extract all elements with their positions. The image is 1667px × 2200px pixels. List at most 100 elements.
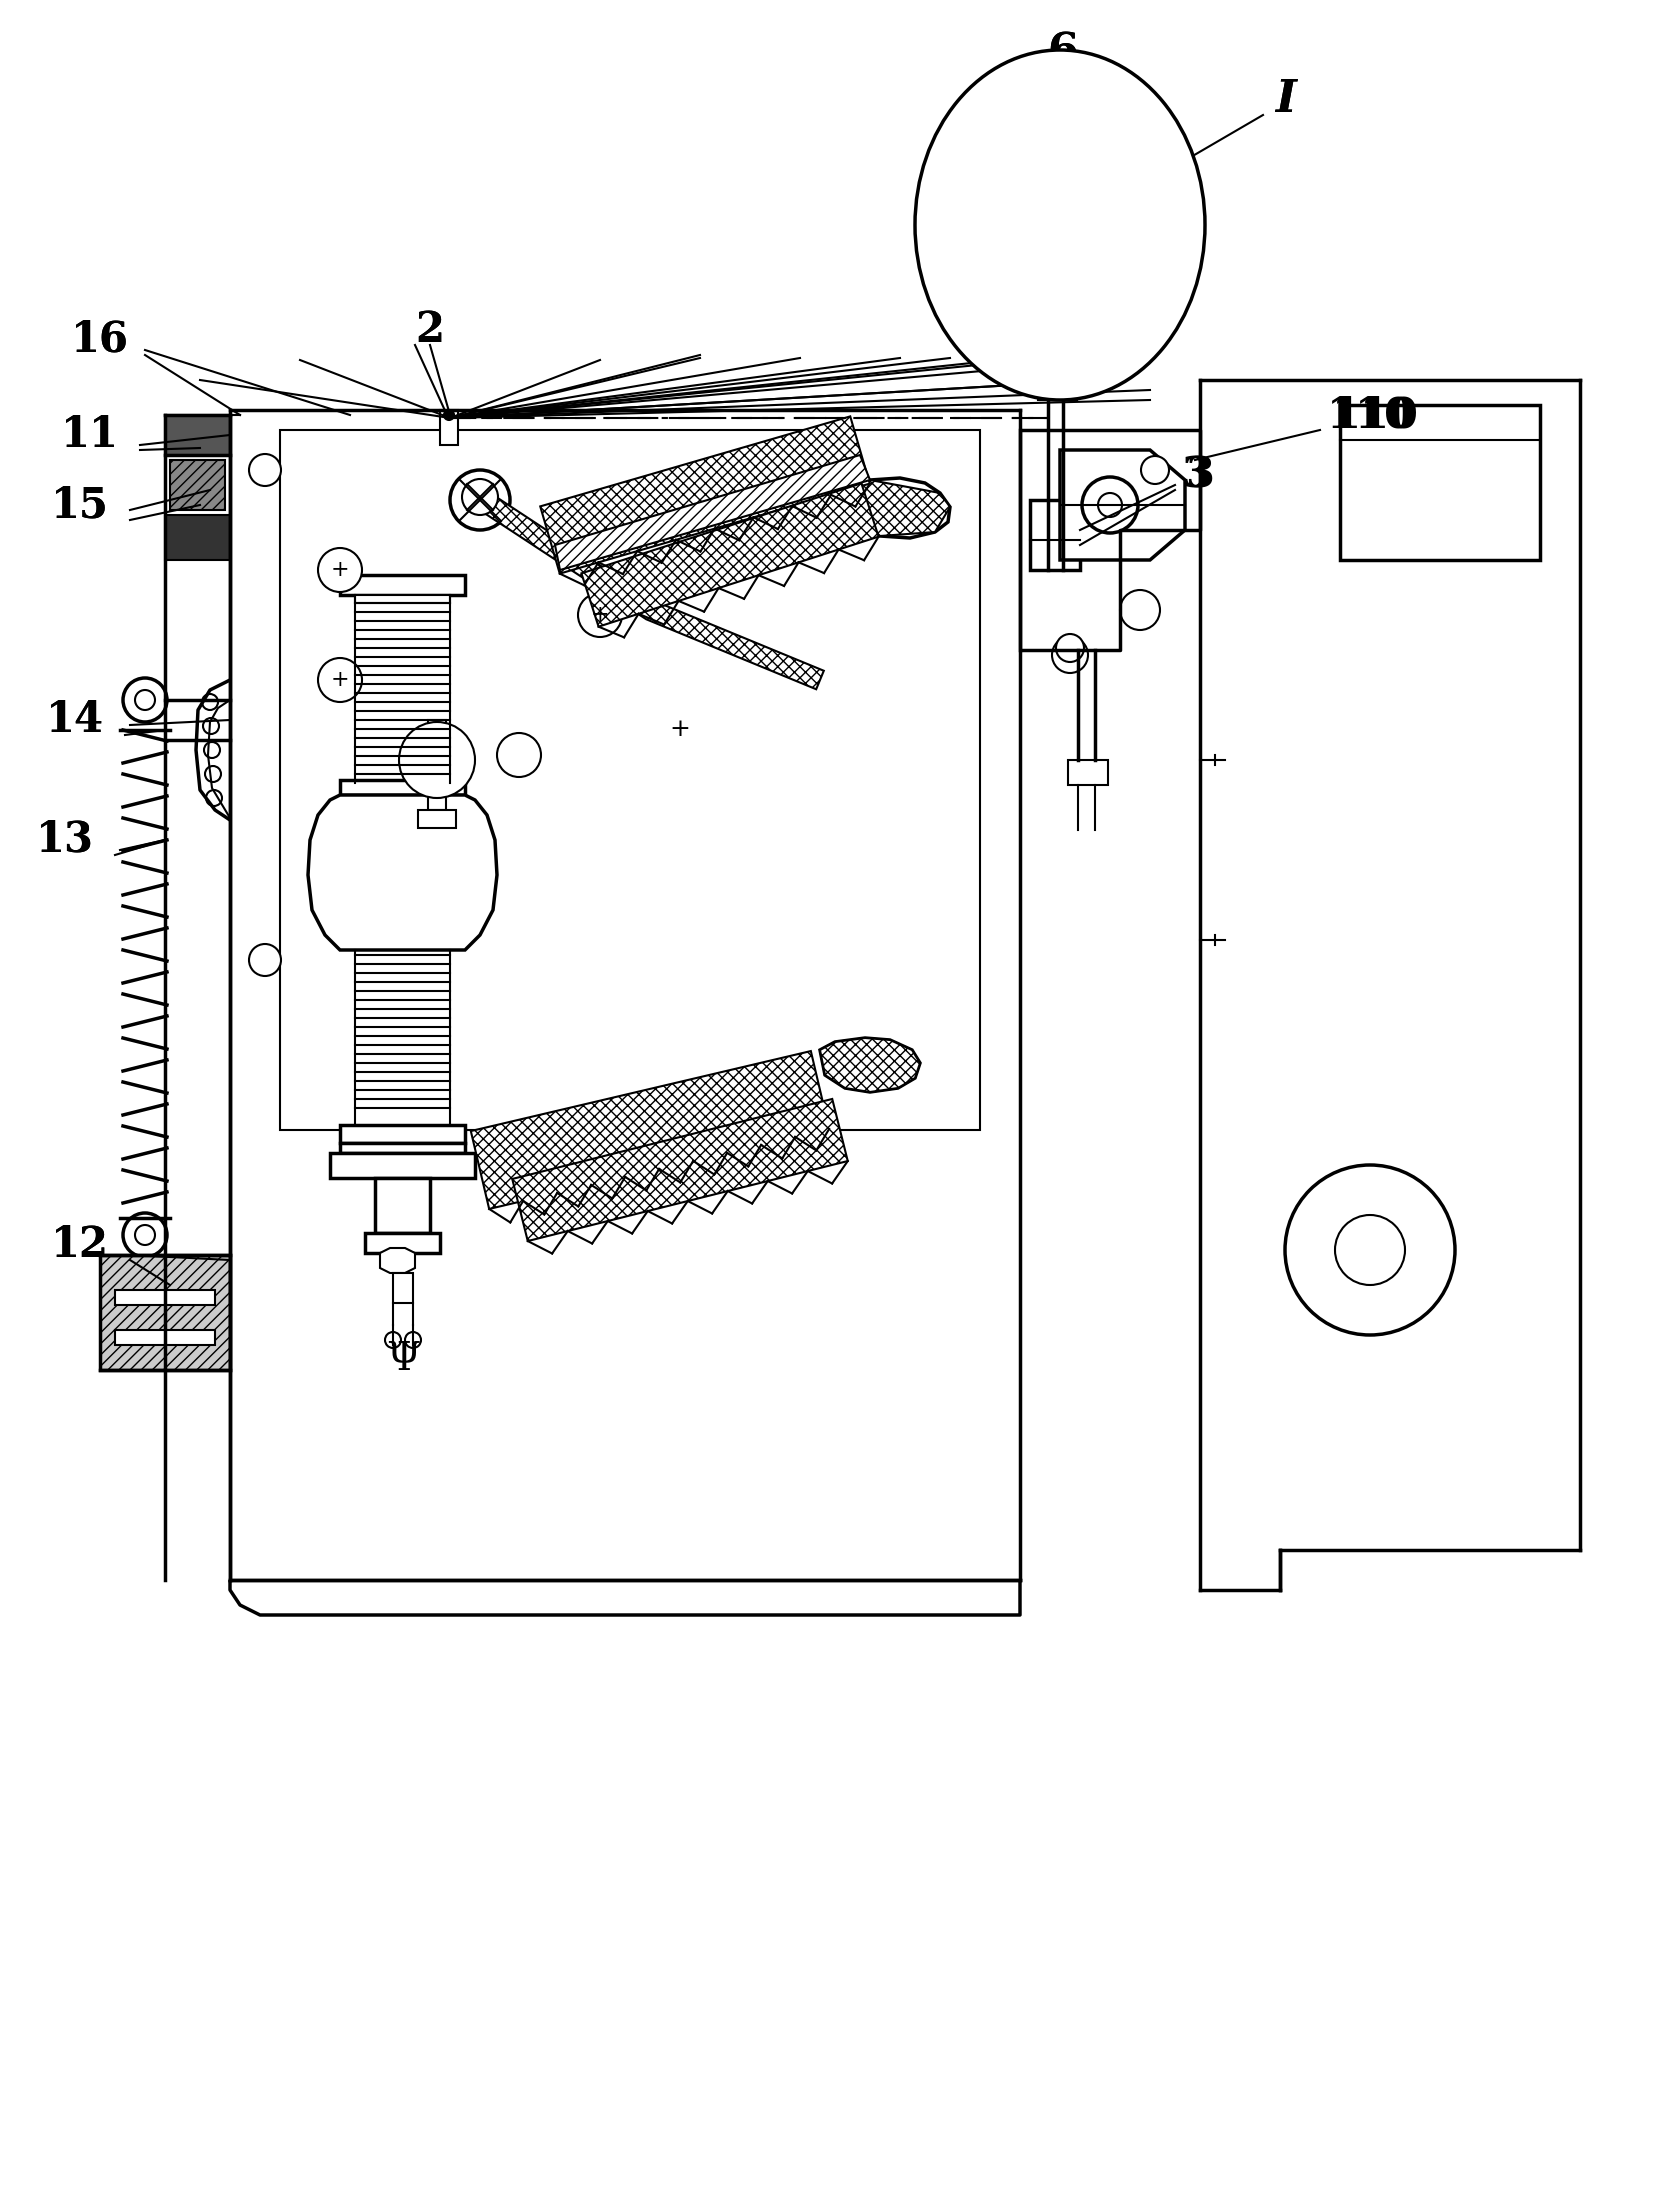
Circle shape	[135, 691, 155, 711]
Ellipse shape	[915, 51, 1205, 400]
Bar	[418, 770, 457, 788]
Polygon shape	[820, 477, 950, 539]
Circle shape	[1082, 477, 1139, 532]
Circle shape	[850, 497, 874, 521]
Text: 12: 12	[52, 1223, 108, 1265]
Bar	[440, 409, 458, 444]
Text: 3: 3	[1185, 453, 1215, 495]
Circle shape	[443, 409, 453, 420]
Polygon shape	[555, 455, 870, 570]
Text: 12: 12	[52, 1223, 108, 1265]
Polygon shape	[308, 794, 497, 950]
Circle shape	[202, 693, 218, 711]
Bar	[340, 1124, 465, 1144]
Text: 110: 110	[1332, 394, 1419, 436]
Bar	[280, 429, 980, 1131]
Circle shape	[203, 741, 220, 759]
Text: 3: 3	[1180, 453, 1210, 495]
Bar	[428, 788, 447, 810]
Polygon shape	[1060, 451, 1185, 561]
Text: 13: 13	[37, 818, 93, 860]
Text: +: +	[670, 719, 690, 741]
Polygon shape	[170, 460, 225, 510]
Text: +: +	[330, 559, 350, 581]
Text: I: I	[1275, 79, 1295, 121]
Text: 16: 16	[72, 319, 128, 361]
Circle shape	[1140, 455, 1169, 484]
Text: 11: 11	[62, 414, 118, 455]
Circle shape	[398, 722, 475, 799]
Circle shape	[205, 766, 222, 781]
Circle shape	[203, 717, 218, 735]
Circle shape	[1052, 638, 1089, 673]
Bar	[340, 574, 465, 594]
Polygon shape	[380, 1247, 415, 1274]
Text: 15: 15	[52, 484, 108, 526]
Circle shape	[318, 548, 362, 592]
Bar	[115, 1289, 215, 1305]
Bar	[330, 1153, 475, 1177]
Text: +: +	[330, 669, 350, 691]
Bar	[1030, 499, 1080, 570]
Polygon shape	[165, 515, 230, 561]
Circle shape	[1285, 1166, 1455, 1335]
Circle shape	[123, 1212, 167, 1256]
Circle shape	[1055, 634, 1084, 662]
Circle shape	[1099, 493, 1122, 517]
Circle shape	[497, 733, 542, 777]
Polygon shape	[582, 484, 879, 627]
Bar	[428, 719, 447, 770]
Bar	[340, 781, 465, 794]
Circle shape	[207, 790, 222, 805]
Text: Ψ: Ψ	[387, 1342, 420, 1379]
Bar	[510, 739, 528, 770]
Polygon shape	[512, 1100, 849, 1241]
Bar	[365, 1232, 440, 1254]
Circle shape	[1085, 495, 1135, 546]
Circle shape	[123, 678, 167, 722]
Circle shape	[1120, 590, 1160, 629]
Circle shape	[1044, 106, 1067, 130]
Bar	[340, 1144, 465, 1153]
Bar	[355, 594, 450, 603]
Bar	[1069, 759, 1109, 785]
Text: 13: 13	[37, 818, 93, 860]
Circle shape	[385, 1331, 402, 1349]
Text: 14: 14	[47, 700, 103, 741]
Circle shape	[468, 488, 492, 513]
Circle shape	[405, 1331, 422, 1349]
Text: 14: 14	[47, 700, 103, 741]
Circle shape	[1335, 1214, 1405, 1285]
Bar	[1340, 405, 1540, 561]
Text: 2: 2	[415, 308, 445, 352]
Circle shape	[880, 491, 920, 530]
Polygon shape	[100, 1254, 230, 1371]
Bar	[1047, 99, 1064, 330]
Polygon shape	[470, 1052, 828, 1210]
Polygon shape	[540, 416, 870, 574]
Text: +: +	[590, 605, 610, 627]
Text: 16: 16	[72, 319, 128, 361]
Text: 6: 6	[1047, 31, 1079, 75]
Polygon shape	[470, 486, 823, 689]
Circle shape	[135, 1225, 155, 1245]
Text: 110: 110	[1327, 394, 1414, 436]
Circle shape	[318, 658, 362, 702]
Polygon shape	[835, 480, 950, 537]
Circle shape	[450, 471, 510, 530]
Bar	[375, 1177, 430, 1232]
Circle shape	[462, 480, 498, 515]
Polygon shape	[820, 1038, 920, 1091]
Bar	[1045, 315, 1065, 330]
Polygon shape	[165, 416, 230, 455]
Bar	[393, 1274, 413, 1302]
Text: I: I	[1275, 79, 1295, 121]
Circle shape	[578, 594, 622, 638]
Bar	[115, 1331, 215, 1344]
Text: 11: 11	[62, 414, 118, 455]
Circle shape	[248, 944, 282, 977]
Text: 6: 6	[1047, 31, 1079, 75]
Text: 2: 2	[415, 308, 445, 352]
Polygon shape	[820, 1038, 920, 1091]
Text: 15: 15	[52, 484, 108, 526]
